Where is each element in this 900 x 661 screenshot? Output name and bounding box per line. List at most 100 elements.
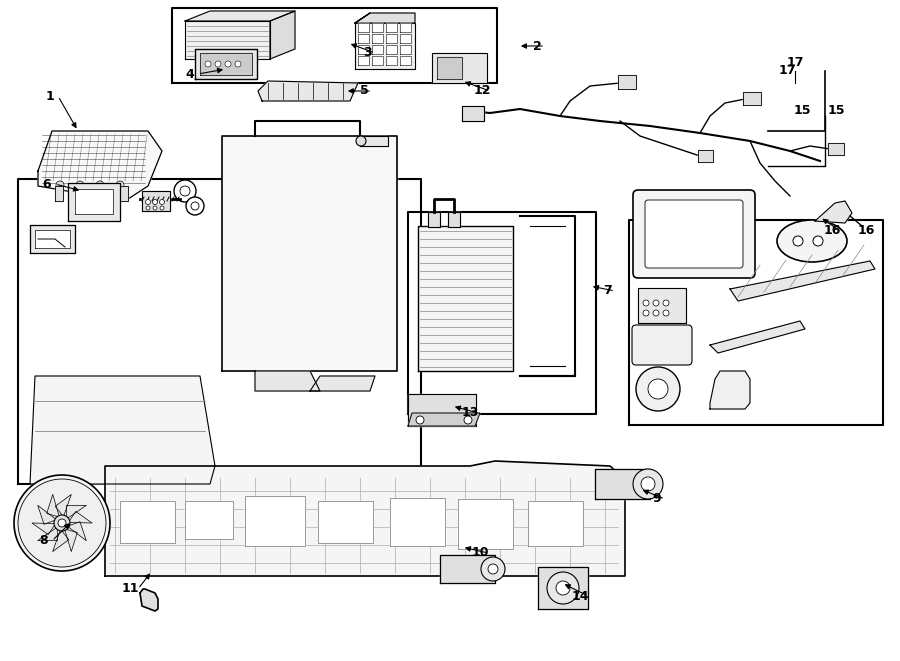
Polygon shape <box>386 23 397 32</box>
Circle shape <box>235 61 241 67</box>
Text: 6: 6 <box>42 178 51 190</box>
Circle shape <box>205 61 211 67</box>
Circle shape <box>633 469 663 499</box>
Circle shape <box>215 61 221 67</box>
Polygon shape <box>38 527 58 541</box>
Polygon shape <box>310 376 375 391</box>
Polygon shape <box>828 143 844 155</box>
Polygon shape <box>358 45 369 54</box>
Circle shape <box>225 61 231 67</box>
Polygon shape <box>710 321 805 353</box>
Polygon shape <box>462 106 484 121</box>
Circle shape <box>488 564 498 574</box>
Circle shape <box>160 206 164 210</box>
Polygon shape <box>185 21 270 59</box>
Circle shape <box>174 180 196 202</box>
Polygon shape <box>448 212 460 227</box>
Circle shape <box>153 206 157 210</box>
Circle shape <box>648 379 668 399</box>
Text: 2: 2 <box>533 40 542 52</box>
Polygon shape <box>428 212 440 227</box>
Polygon shape <box>258 81 358 101</box>
Circle shape <box>14 475 110 571</box>
Circle shape <box>643 300 649 306</box>
Polygon shape <box>638 288 686 323</box>
Polygon shape <box>400 56 411 65</box>
Polygon shape <box>67 506 86 520</box>
Polygon shape <box>355 23 415 69</box>
Polygon shape <box>358 56 369 65</box>
Polygon shape <box>440 555 495 583</box>
Circle shape <box>481 557 505 581</box>
Polygon shape <box>400 34 411 43</box>
Circle shape <box>56 181 64 189</box>
Polygon shape <box>372 34 383 43</box>
Polygon shape <box>400 23 411 32</box>
Polygon shape <box>372 56 383 65</box>
Circle shape <box>152 200 158 204</box>
Polygon shape <box>386 45 397 54</box>
Polygon shape <box>222 136 397 371</box>
Polygon shape <box>815 201 852 223</box>
Polygon shape <box>140 589 158 611</box>
Text: 15: 15 <box>793 104 811 118</box>
Polygon shape <box>372 23 383 32</box>
Polygon shape <box>55 494 71 518</box>
Text: 16: 16 <box>858 225 876 237</box>
Polygon shape <box>400 45 411 54</box>
Circle shape <box>813 236 823 246</box>
Circle shape <box>464 416 472 424</box>
Text: 8: 8 <box>40 535 49 547</box>
Text: 1: 1 <box>46 89 54 102</box>
Polygon shape <box>68 183 120 221</box>
Circle shape <box>186 197 204 215</box>
Polygon shape <box>355 13 370 23</box>
Polygon shape <box>30 225 75 253</box>
FancyBboxPatch shape <box>645 200 743 268</box>
Polygon shape <box>618 75 636 89</box>
Text: 17: 17 <box>778 65 796 77</box>
Circle shape <box>116 181 124 189</box>
Polygon shape <box>255 371 320 391</box>
Circle shape <box>793 236 803 246</box>
Polygon shape <box>360 136 388 146</box>
Text: 12: 12 <box>473 85 491 98</box>
Polygon shape <box>538 567 588 609</box>
Polygon shape <box>245 496 305 546</box>
Polygon shape <box>200 53 252 75</box>
Polygon shape <box>710 371 750 409</box>
Polygon shape <box>372 45 383 54</box>
Text: 11: 11 <box>122 582 139 596</box>
Circle shape <box>180 186 190 196</box>
Text: 9: 9 <box>652 492 662 506</box>
Polygon shape <box>386 56 397 65</box>
Polygon shape <box>120 501 175 543</box>
Polygon shape <box>432 53 487 83</box>
Circle shape <box>356 136 366 146</box>
Polygon shape <box>67 522 86 541</box>
Polygon shape <box>408 212 596 414</box>
Text: 17: 17 <box>787 56 804 69</box>
Circle shape <box>191 202 199 210</box>
FancyBboxPatch shape <box>633 190 755 278</box>
Polygon shape <box>68 512 92 523</box>
Polygon shape <box>30 376 215 484</box>
Circle shape <box>653 300 659 306</box>
Text: 3: 3 <box>363 46 372 59</box>
Polygon shape <box>18 179 421 484</box>
Polygon shape <box>142 191 170 211</box>
Circle shape <box>146 206 150 210</box>
Polygon shape <box>629 220 883 425</box>
Text: 7: 7 <box>603 284 611 297</box>
Polygon shape <box>730 261 875 301</box>
Circle shape <box>18 479 106 567</box>
FancyBboxPatch shape <box>632 325 692 365</box>
Circle shape <box>58 519 66 527</box>
Circle shape <box>159 200 165 204</box>
Circle shape <box>556 581 570 595</box>
Polygon shape <box>185 11 295 21</box>
Polygon shape <box>270 11 295 59</box>
Circle shape <box>636 367 680 411</box>
Ellipse shape <box>777 220 847 262</box>
Polygon shape <box>105 461 625 576</box>
